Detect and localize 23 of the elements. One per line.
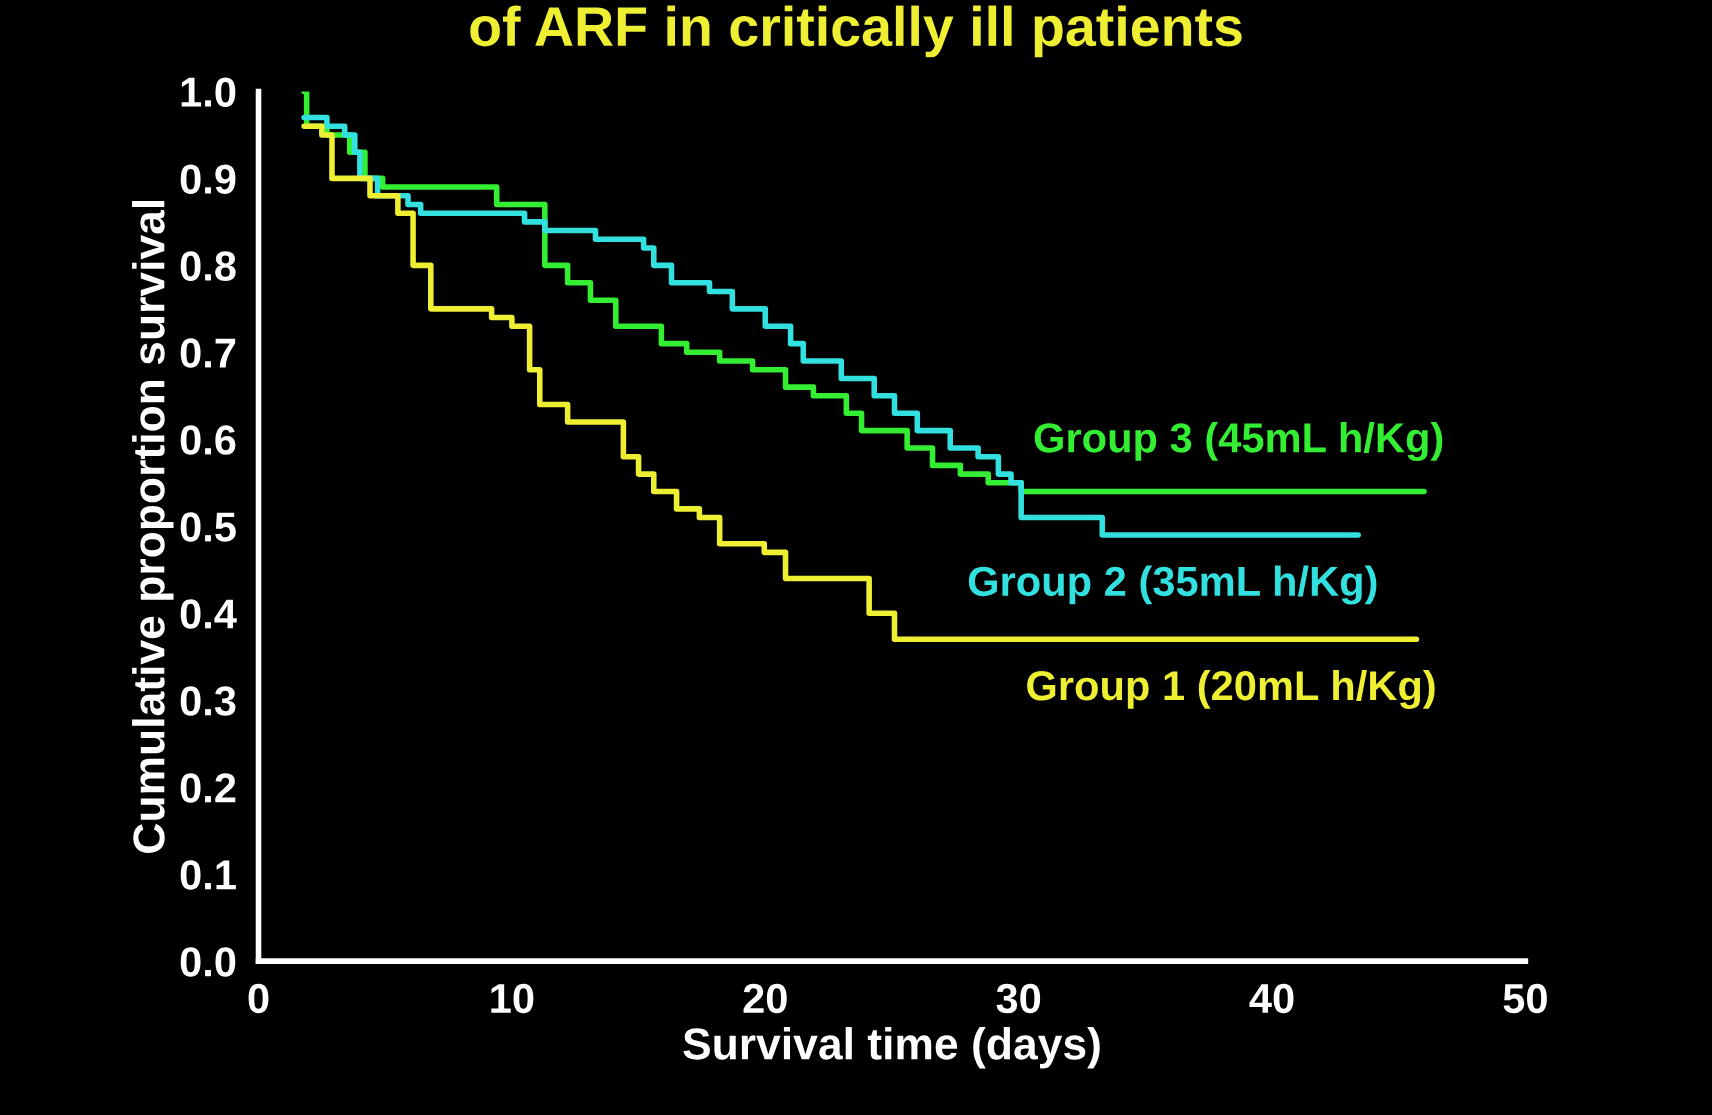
x-axis-title: Survival time (days) bbox=[683, 1027, 1100, 1069]
y-tick-label: 1.0 bbox=[181, 77, 236, 107]
y-tick-label: 0.0 bbox=[180, 947, 236, 977]
series-label: Group 2 (35mL h/Kg) bbox=[968, 565, 1377, 605]
x-tick-label: 40 bbox=[1249, 983, 1294, 1014]
y-tick-label: 0.1 bbox=[180, 860, 236, 890]
y-tick-label: 0.9 bbox=[180, 164, 236, 194]
y-axis-title: Cumulative proportion survival bbox=[132, 200, 174, 853]
x-tick-label: 50 bbox=[1503, 983, 1547, 1014]
x-tick-label: 20 bbox=[743, 983, 787, 1014]
y-tick-label: 0.5 bbox=[180, 512, 236, 542]
y-tick-label: 0.2 bbox=[180, 773, 236, 803]
chart-title: of ARF in critically ill patients bbox=[470, 5, 1242, 58]
y-tick-label: 0.7 bbox=[180, 338, 236, 368]
x-tick-label: 0 bbox=[248, 983, 269, 1014]
y-tick-label: 0.8 bbox=[180, 251, 236, 281]
series-label: Group 3 (45mL h/Kg) bbox=[1034, 422, 1443, 462]
series-label: Group 1 (20mL h/Kg) bbox=[1027, 669, 1435, 709]
x-tick-label: 10 bbox=[491, 983, 534, 1014]
y-tick-label: 0.6 bbox=[180, 425, 236, 455]
x-tick-label: 30 bbox=[996, 983, 1041, 1014]
y-tick-label: 0.3 bbox=[180, 686, 236, 716]
y-tick-label: 0.4 bbox=[180, 599, 237, 629]
